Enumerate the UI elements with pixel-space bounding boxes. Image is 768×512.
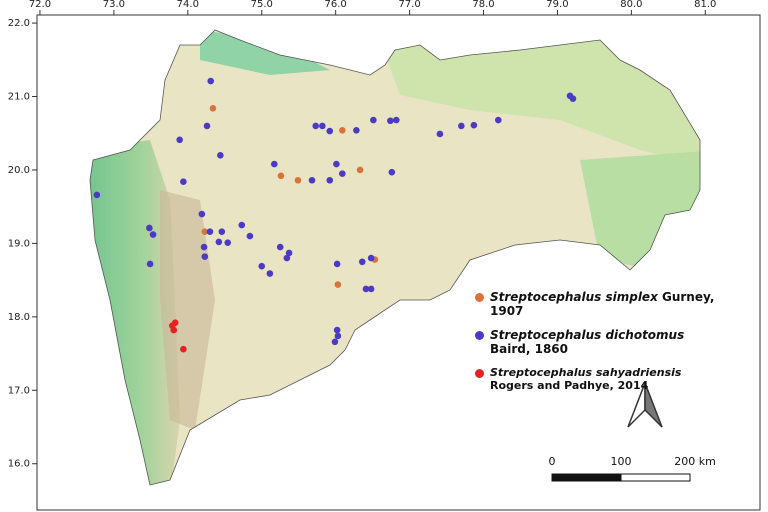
point: [392, 116, 400, 124]
y-tick-label: 17.0: [8, 385, 30, 396]
y-tick-label: 21.0: [8, 92, 30, 103]
point: [319, 122, 326, 130]
point: [215, 238, 223, 246]
hills: [160, 190, 215, 430]
y-tick-label: 16.0: [8, 459, 30, 470]
point: [246, 232, 254, 240]
point: [170, 326, 178, 334]
legend-marker: [475, 331, 484, 340]
point: [207, 77, 215, 85]
point: [367, 285, 375, 293]
scale-label: 0: [548, 455, 556, 468]
point: [308, 176, 316, 184]
x-tick-label: 78.0: [472, 0, 494, 10]
point: [200, 243, 208, 251]
point: [218, 228, 226, 235]
point: [356, 166, 364, 174]
x-tick-label: 76.0: [325, 0, 347, 10]
legend-entry: Streptocephalus dichotomus Baird, 1860: [475, 328, 725, 356]
point: [149, 231, 157, 238]
point: [388, 168, 396, 176]
state-border: [89, 29, 701, 486]
point: [333, 160, 340, 168]
point: [271, 160, 278, 168]
point: [312, 122, 320, 130]
point: [180, 178, 187, 186]
point: [285, 249, 293, 257]
point: [326, 127, 334, 135]
legend-marker: [475, 293, 484, 302]
scale-label: 200 km: [674, 455, 716, 468]
point: [339, 127, 346, 134]
x-tick-label: 80.0: [620, 0, 642, 10]
point: [333, 260, 341, 268]
point: [362, 285, 370, 293]
y-tick-label: 18.0: [8, 312, 30, 323]
point: [180, 345, 187, 353]
point: [146, 224, 153, 232]
legend-species: Streptocephalus dichotomus: [490, 328, 685, 342]
point: [258, 262, 266, 270]
point: [209, 104, 217, 112]
point: [370, 116, 377, 124]
y-tick-label: 19.0: [8, 238, 30, 249]
point: [93, 191, 101, 199]
legend-species: Streptocephalus sahyadriensis: [490, 366, 682, 379]
x-tick-label: 72.0: [29, 0, 51, 10]
point: [201, 228, 209, 235]
y-tick-label: 22.0: [8, 18, 30, 29]
scale-label: 100: [610, 455, 632, 468]
point: [495, 116, 502, 124]
legend-entry: Streptocephalus sahyadriensis Rogers and…: [475, 366, 725, 392]
point: [266, 270, 274, 277]
point: [353, 127, 360, 134]
point: [224, 239, 232, 246]
point: [331, 338, 339, 346]
point: [277, 172, 285, 180]
legend-entry: Streptocephalus simplex Gurney, 1907: [475, 290, 725, 318]
point: [367, 254, 375, 262]
point: [238, 221, 246, 229]
legend: Streptocephalus simplex Gurney, 1907 Stre…: [475, 290, 725, 402]
scale-labels: 0 100 200 km: [540, 455, 730, 495]
point: [358, 258, 366, 266]
point: [217, 151, 224, 159]
satpura: [200, 30, 330, 75]
legend-marker: [475, 369, 484, 378]
north-arrow: [627, 382, 663, 428]
point: [198, 210, 206, 218]
point: [387, 117, 394, 125]
point: [283, 254, 291, 262]
point: [201, 253, 209, 260]
point: [569, 95, 577, 103]
x-tick-label: 75.0: [251, 0, 273, 10]
x-tick-label: 74.0: [177, 0, 199, 10]
legend-authority: Baird, 1860: [490, 342, 568, 356]
x-tick-label: 77.0: [398, 0, 420, 10]
point: [146, 260, 154, 268]
y-tick-label: 20.0: [8, 165, 30, 176]
point: [458, 122, 465, 130]
scale-bar: [551, 473, 691, 482]
point: [176, 136, 183, 144]
point: [339, 170, 346, 177]
legend-species: Streptocephalus simplex: [490, 290, 658, 304]
point: [334, 332, 342, 340]
point: [206, 228, 214, 235]
point: [326, 176, 334, 184]
legend-authority: Rogers and Padhye, 2014: [490, 379, 649, 392]
x-tick-label: 81.0: [694, 0, 716, 10]
point: [333, 326, 341, 334]
point: [436, 130, 444, 138]
point: [276, 243, 284, 251]
x-tick-label: 73.0: [103, 0, 125, 10]
point: [203, 122, 211, 130]
legend-authority: Gurney, 1907: [490, 290, 715, 318]
point: [470, 121, 478, 129]
x-tick-label: 79.0: [546, 0, 568, 10]
point: [334, 281, 342, 288]
point: [294, 176, 302, 184]
